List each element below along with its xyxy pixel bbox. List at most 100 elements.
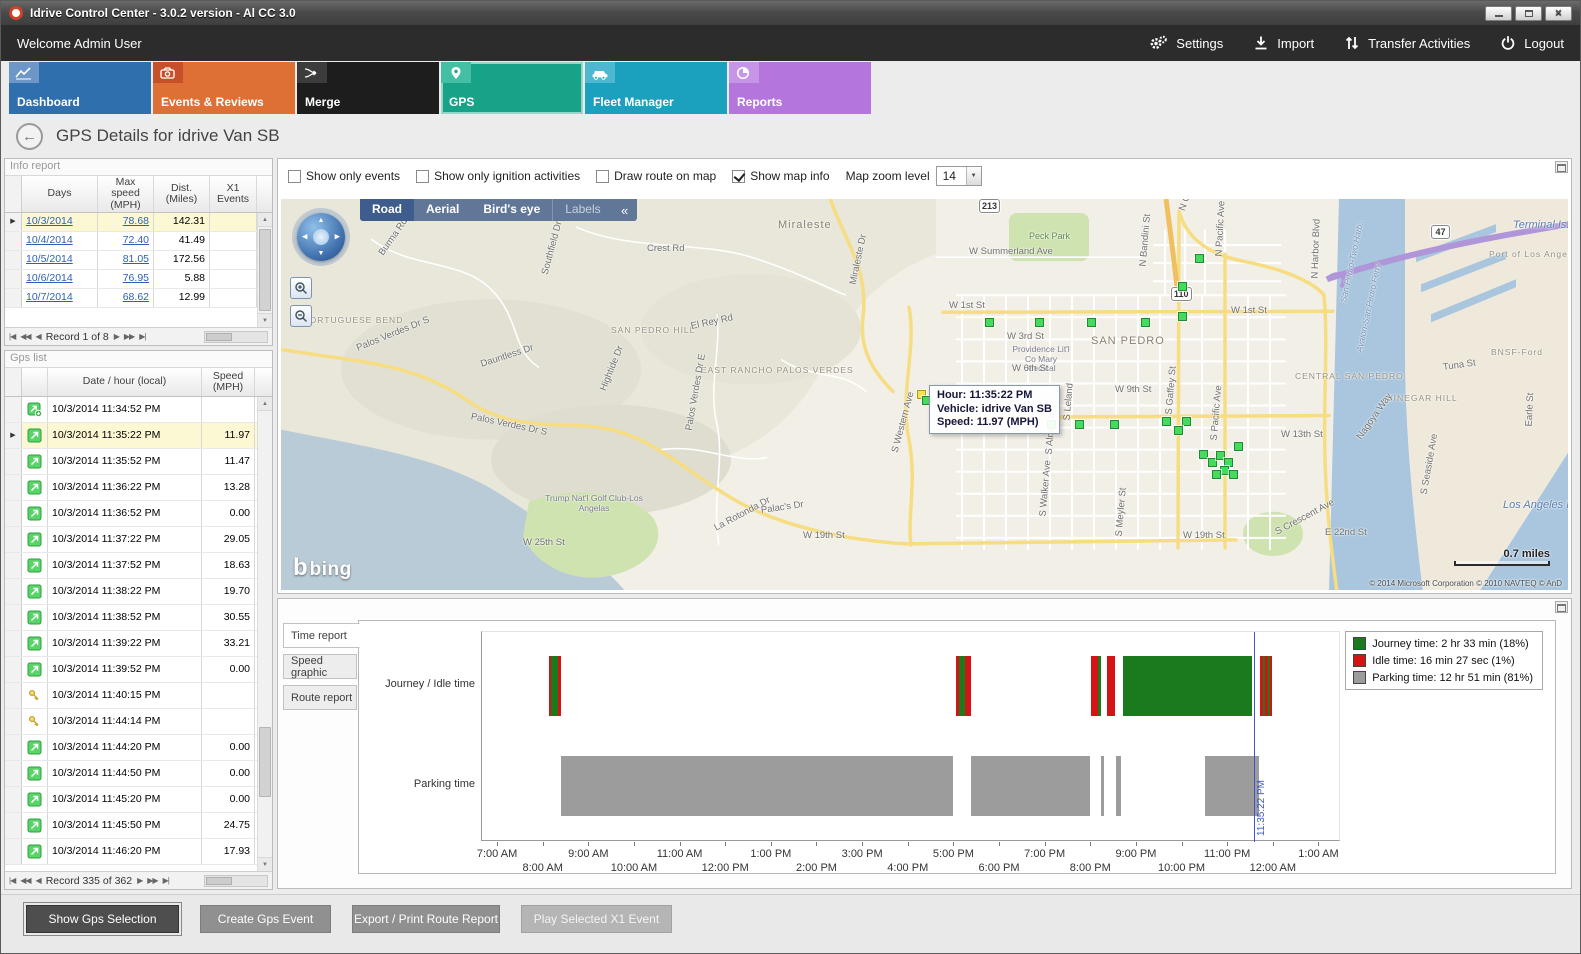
column-header[interactable]: X1 Events [210, 176, 257, 212]
gps-list-row[interactable]: 10/3/2014 11:38:22 PM 19.70 [5, 579, 272, 605]
module-tab-events-reviews[interactable]: Events & Reviews [153, 62, 295, 114]
day-link[interactable]: 10/5/2014 [26, 253, 73, 266]
gps-list-row[interactable]: 10/3/2014 11:37:22 PM 29.05 [5, 527, 272, 553]
gps-marker[interactable] [1229, 470, 1238, 479]
gps-marker[interactable] [1199, 450, 1208, 459]
gps-marker[interactable] [1162, 417, 1171, 426]
gps-marker[interactable] [1035, 318, 1044, 327]
column-header[interactable]: Dist. (Miles) [154, 176, 210, 212]
pan-up-icon[interactable]: ▲ [317, 217, 325, 224]
gps-list-row[interactable]: 10/3/2014 11:44:20 PM 0.00 [5, 735, 272, 761]
gps-list-row[interactable]: 10/3/2014 11:46:20 PM 17.93 [5, 839, 272, 865]
prev-page-icon[interactable]: ◀◀ [20, 332, 31, 341]
back-button[interactable]: ← [16, 122, 43, 150]
gps-list-row[interactable]: 10/3/2014 11:39:22 PM 33.21 [5, 631, 272, 657]
gps-marker[interactable] [1234, 442, 1243, 451]
close-button[interactable]: × [1545, 5, 1572, 21]
gps-marker[interactable] [1216, 451, 1225, 460]
next-page-icon[interactable]: ▶▶ [147, 876, 158, 885]
scrollbar-thumb[interactable] [206, 332, 232, 341]
gps-list-row[interactable]: 10/3/2014 11:38:52 PM 30.55 [5, 605, 272, 631]
export-print-route-report-button[interactable]: Export / Print Route Report [352, 905, 500, 933]
first-record-icon[interactable]: |◀ [9, 876, 16, 885]
gps-list-row[interactable]: 10/3/2014 11:36:52 PM 0.00 [5, 501, 272, 527]
column-header[interactable]: Max speed (MPH) [98, 176, 154, 212]
gps-list-row[interactable]: 10/3/2014 11:44:50 PM 0.00 [5, 761, 272, 787]
collapse-map-panel-button[interactable] [1555, 161, 1568, 173]
last-record-icon[interactable]: ▶| [139, 332, 146, 341]
pan-down-icon[interactable]: ▼ [317, 250, 325, 257]
tab-route-report[interactable]: Route report [283, 685, 357, 710]
scroll-down-icon[interactable]: ▼ [258, 857, 272, 871]
selected-gps-marker-halo[interactable] [917, 390, 926, 399]
tab-time-report[interactable]: Time report [283, 623, 360, 648]
day-link[interactable]: 10/4/2014 [26, 234, 73, 247]
gps-list-row[interactable]: 10/3/2014 11:44:14 PM [5, 709, 272, 735]
horizontal-scrollbar[interactable] [204, 874, 268, 887]
gps-list-vertical-scrollbar[interactable]: ▲ ▼ [257, 397, 272, 871]
info-report-row[interactable]: 10/5/2014 81.05 172.56 [5, 251, 272, 270]
info-report-row[interactable]: ▶ 10/3/2014 78.68 142.31 [5, 213, 272, 232]
tab-speed-graphic[interactable]: Speed graphic [283, 654, 357, 679]
maximize-button[interactable] [1515, 5, 1542, 21]
settings-button[interactable]: Settings [1149, 35, 1223, 51]
zoom-out-button[interactable] [290, 305, 312, 327]
map-tab-bird-s-eye[interactable]: Bird's eye [483, 202, 541, 216]
module-tab-reports[interactable]: Reports [729, 62, 871, 114]
gps-list-row[interactable]: 10/3/2014 11:34:52 PM [5, 397, 272, 423]
max-speed-link[interactable]: 78.68 [122, 215, 149, 228]
gps-marker[interactable] [1195, 254, 1204, 263]
gps-list-row[interactable]: 10/3/2014 11:45:50 PM 24.75 [5, 813, 272, 839]
gps-marker[interactable] [1178, 282, 1187, 291]
column-header[interactable]: Speed (MPH) [202, 368, 255, 396]
map-compass-control[interactable]: ▲ ▼ ◀ ▶ [297, 213, 345, 261]
map-tab-road[interactable]: Road [360, 199, 414, 221]
play-selected-x1-event-button[interactable]: Play Selected X1 Event [521, 905, 672, 933]
checkbox-show-only-ignition-activities[interactable]: Show only ignition activities [416, 169, 580, 183]
gps-list-row[interactable]: 10/3/2014 11:45:20 PM 0.00 [5, 787, 272, 813]
minimize-button[interactable] [1485, 5, 1512, 21]
next-record-icon[interactable]: ▶ [113, 332, 120, 341]
gps-marker[interactable] [1110, 420, 1119, 429]
module-tab-fleet-manager[interactable]: Fleet Manager [585, 62, 727, 114]
import-button[interactable]: Import [1253, 35, 1314, 51]
day-link[interactable]: 10/6/2014 [26, 272, 73, 285]
column-header[interactable]: Date / hour (local) [48, 368, 202, 396]
info-report-row[interactable]: 10/4/2014 72.40 41.49 [5, 232, 272, 251]
map-zoom-select[interactable]: 14 ▼ [935, 166, 982, 186]
gps-list-row[interactable]: ▶ 10/3/2014 11:35:22 PM 11.97 [5, 423, 272, 449]
scrollbar-thumb[interactable] [259, 727, 271, 797]
gps-list-row[interactable]: 10/3/2014 11:36:22 PM 13.28 [5, 475, 272, 501]
checkbox-show-map-info[interactable]: Show map info [732, 169, 830, 183]
info-report-row[interactable]: 10/6/2014 76.95 5.88 [5, 270, 272, 289]
collapse-chart-panel-button[interactable] [1555, 601, 1568, 613]
max-speed-link[interactable]: 76.95 [122, 272, 149, 285]
map-canvas[interactable]: Miraleste Peck Park W Summerland Ave Crest … [281, 199, 1568, 590]
gps-marker[interactable] [1212, 470, 1221, 479]
checkbox-show-only-events[interactable]: Show only events [288, 169, 400, 183]
max-speed-link[interactable]: 81.05 [122, 253, 149, 266]
gps-list-row[interactable]: 10/3/2014 11:40:15 PM [5, 683, 272, 709]
first-record-icon[interactable]: |◀ [9, 332, 16, 341]
scrollbar-thumb[interactable] [206, 876, 232, 885]
create-gps-event-button[interactable]: Create Gps Event [200, 905, 331, 933]
prev-record-icon[interactable]: ◀ [35, 332, 42, 341]
scroll-up-icon[interactable]: ▲ [258, 397, 272, 411]
gps-marker[interactable] [1174, 426, 1183, 435]
checkbox-draw-route-on-map[interactable]: Draw route on map [596, 169, 716, 183]
zoom-in-button[interactable] [290, 277, 312, 299]
pan-right-icon[interactable]: ▶ [334, 233, 340, 241]
scroll-up-icon[interactable]: ▲ [258, 213, 272, 227]
last-record-icon[interactable]: ▶| [162, 876, 170, 885]
module-tab-dashboard[interactable]: Dashboard [9, 62, 151, 114]
prev-record-icon[interactable]: ◀ [35, 876, 42, 885]
horizontal-scrollbar[interactable] [204, 330, 268, 343]
logout-button[interactable]: Logout [1500, 35, 1564, 51]
map-tab-labels[interactable]: Labels [552, 199, 612, 221]
prev-page-icon[interactable]: ◀◀ [20, 876, 31, 885]
scroll-down-icon[interactable]: ▼ [258, 313, 272, 327]
info-report-row[interactable]: 10/7/2014 68.62 12.99 [5, 289, 272, 308]
pan-left-icon[interactable]: ◀ [302, 233, 308, 241]
module-tab-merge[interactable]: Merge [297, 62, 439, 114]
day-link[interactable]: 10/3/2014 [26, 215, 73, 228]
